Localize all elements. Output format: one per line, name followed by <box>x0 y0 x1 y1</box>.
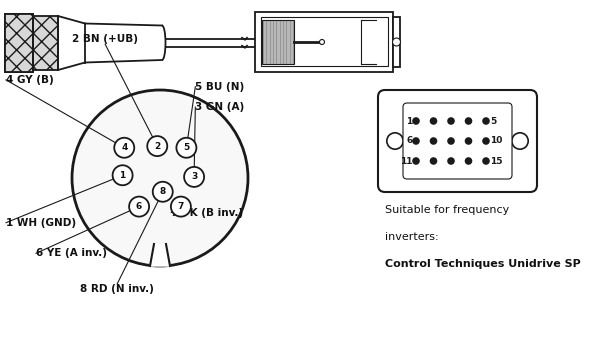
Text: Suitable for frequency: Suitable for frequency <box>385 205 509 215</box>
Bar <box>33 16 58 70</box>
Text: 1 WH (GND): 1 WH (GND) <box>6 218 76 228</box>
Polygon shape <box>150 244 170 266</box>
Bar <box>5 14 33 72</box>
Circle shape <box>512 133 528 149</box>
Bar <box>5 14 33 72</box>
Circle shape <box>112 165 133 185</box>
Circle shape <box>171 197 191 217</box>
Circle shape <box>430 157 438 165</box>
Text: 4: 4 <box>121 143 127 152</box>
Circle shape <box>447 157 455 165</box>
Text: 6 YE (A inv.): 6 YE (A inv.) <box>36 248 107 258</box>
Text: 8: 8 <box>160 187 166 196</box>
Circle shape <box>465 157 472 165</box>
Circle shape <box>430 117 438 125</box>
Text: 4 GY (B): 4 GY (B) <box>6 75 53 85</box>
Bar <box>260 17 388 67</box>
Text: 7 PK (B inv.): 7 PK (B inv.) <box>171 207 243 218</box>
Text: 5: 5 <box>490 117 496 125</box>
Text: 6: 6 <box>406 136 412 146</box>
FancyBboxPatch shape <box>403 103 512 179</box>
Polygon shape <box>58 16 85 70</box>
Circle shape <box>320 39 325 45</box>
Circle shape <box>114 138 134 158</box>
Circle shape <box>412 157 420 165</box>
Circle shape <box>465 137 472 145</box>
Text: 2: 2 <box>154 141 160 151</box>
Text: 3: 3 <box>191 172 197 182</box>
Circle shape <box>184 167 204 187</box>
Text: 6: 6 <box>136 202 142 211</box>
Circle shape <box>447 117 455 125</box>
Circle shape <box>72 90 248 266</box>
Circle shape <box>412 117 420 125</box>
Bar <box>262 20 294 64</box>
Circle shape <box>392 38 400 46</box>
Text: 10: 10 <box>490 136 502 146</box>
Text: 15: 15 <box>490 156 502 166</box>
Polygon shape <box>85 23 162 63</box>
Text: inverters:: inverters: <box>385 232 439 242</box>
Circle shape <box>482 157 490 165</box>
Bar <box>393 17 400 67</box>
Text: 7: 7 <box>178 202 184 211</box>
Circle shape <box>482 117 490 125</box>
Circle shape <box>177 138 197 158</box>
Bar <box>33 16 58 70</box>
Circle shape <box>153 182 172 202</box>
Text: 5: 5 <box>183 143 189 152</box>
Bar <box>262 20 294 64</box>
Circle shape <box>412 137 420 145</box>
Text: Control Techniques Unidrive SP: Control Techniques Unidrive SP <box>385 259 581 269</box>
FancyBboxPatch shape <box>378 90 537 192</box>
Circle shape <box>147 136 167 156</box>
Circle shape <box>129 197 149 217</box>
Text: 3 GN (A): 3 GN (A) <box>195 102 245 112</box>
Circle shape <box>387 133 403 149</box>
Bar <box>255 12 393 72</box>
Bar <box>5 14 33 72</box>
Text: 5 BU (N): 5 BU (N) <box>195 82 245 92</box>
Circle shape <box>465 117 472 125</box>
Text: 8 RD (N inv.): 8 RD (N inv.) <box>81 284 154 294</box>
Circle shape <box>482 137 490 145</box>
Circle shape <box>447 137 455 145</box>
Text: 11: 11 <box>400 156 412 166</box>
Circle shape <box>430 137 438 145</box>
Text: 2 BN (+UB): 2 BN (+UB) <box>72 34 138 44</box>
Text: 1: 1 <box>406 117 412 125</box>
Text: 1: 1 <box>120 171 126 180</box>
